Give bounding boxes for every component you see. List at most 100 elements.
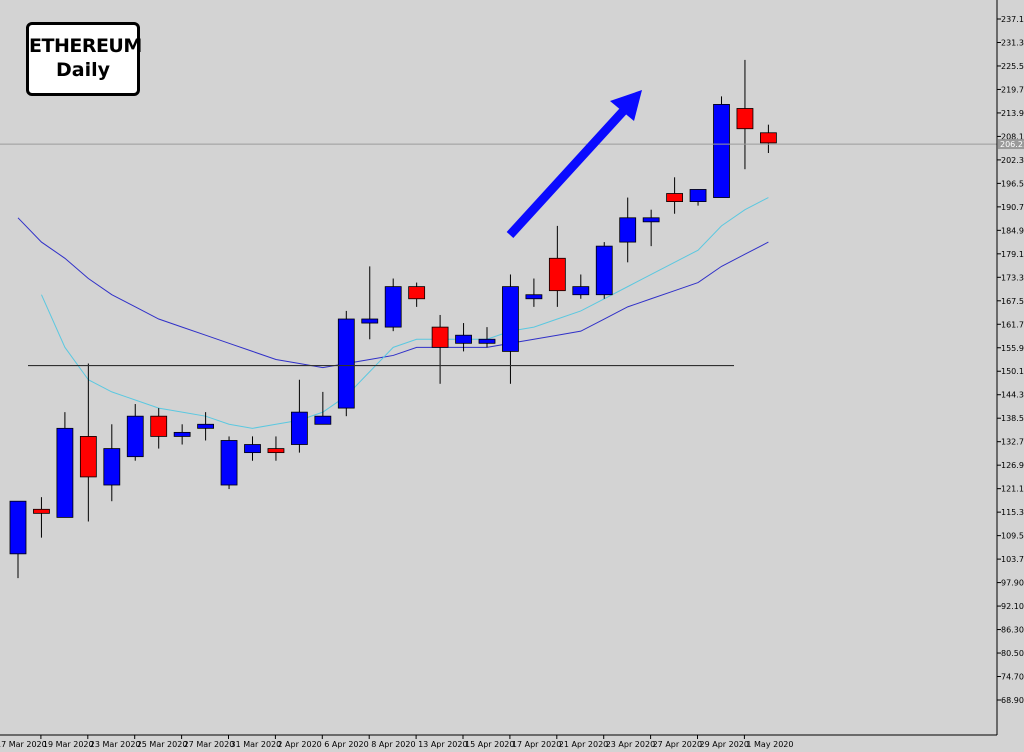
y-tick-label: 121.10 xyxy=(1001,485,1024,494)
y-tick-label: 190.70 xyxy=(1001,203,1024,212)
candle xyxy=(431,314,449,384)
candle xyxy=(384,278,402,332)
y-tick-label: 196.50 xyxy=(1001,179,1024,188)
candle-body xyxy=(713,104,730,198)
candle-body xyxy=(525,294,543,300)
current-price-label: 206.21 xyxy=(1000,140,1024,149)
candle xyxy=(689,189,707,206)
annotations xyxy=(0,90,997,367)
y-tick-label: 144.30 xyxy=(1001,391,1024,400)
y-tick-label: 150.10 xyxy=(1001,367,1024,376)
candle-body xyxy=(384,286,402,328)
candle xyxy=(337,310,355,417)
y-tick-label: 132.70 xyxy=(1001,438,1024,447)
candle xyxy=(267,436,285,461)
candle xyxy=(455,323,472,352)
candle-body xyxy=(337,318,355,409)
candle-body xyxy=(502,286,519,352)
x-tick-label: 1 May 2020 xyxy=(746,740,793,749)
y-tick-label: 92.10 xyxy=(1001,602,1024,611)
candle-body xyxy=(150,415,168,437)
candle-body xyxy=(642,217,660,223)
y-tick-label: 202.30 xyxy=(1001,156,1024,165)
candle xyxy=(736,59,754,170)
moving-averages xyxy=(17,197,769,429)
candle-body xyxy=(197,423,215,429)
trend-arrow-head xyxy=(610,90,642,121)
candle-body xyxy=(173,431,191,437)
instrument-title-box: ETHEREUM Daily xyxy=(26,22,142,96)
y-tick-label: 179.10 xyxy=(1001,250,1024,259)
candle-body xyxy=(33,508,50,514)
candle xyxy=(244,436,261,461)
trend-arrow xyxy=(506,90,642,239)
candle xyxy=(290,379,308,453)
timeframe-label: Daily xyxy=(55,59,110,81)
y-tick-label: 86.30 xyxy=(1001,626,1024,635)
x-tick-label: 29 Apr 2020 xyxy=(700,740,749,749)
candle xyxy=(548,225,566,307)
candle-body xyxy=(455,334,472,344)
candle xyxy=(197,412,215,441)
x-tick-label: 17 Apr 2020 xyxy=(512,740,561,749)
candle xyxy=(314,391,332,425)
candle-body xyxy=(689,189,707,202)
candle-body xyxy=(431,326,449,348)
candle xyxy=(619,197,637,263)
candle xyxy=(9,500,27,579)
candle-body xyxy=(478,338,496,344)
candle xyxy=(173,424,191,445)
x-tick-label: 2 Apr 2020 xyxy=(277,740,321,749)
candle-body xyxy=(595,245,613,296)
candle-body xyxy=(56,427,74,518)
candle xyxy=(595,242,613,299)
candle-body xyxy=(267,448,285,454)
candle xyxy=(572,274,590,299)
y-tick-label: 103.70 xyxy=(1001,555,1024,564)
candle-body xyxy=(619,217,637,243)
candle xyxy=(642,209,660,247)
candle-body xyxy=(408,286,426,300)
x-tick-label: 13 Apr 2020 xyxy=(418,740,467,749)
candle-body xyxy=(290,411,308,445)
y-tick-label: 173.30 xyxy=(1001,273,1024,282)
y-tick-label: 68.90 xyxy=(1001,696,1024,705)
y-tick-label: 167.50 xyxy=(1001,297,1024,306)
candles xyxy=(9,59,777,579)
candle-body xyxy=(666,193,683,202)
y-tick-label: 80.50 xyxy=(1001,649,1024,658)
x-tick-label: 19 Mar 2020 xyxy=(43,740,94,749)
y-tick-label: 109.50 xyxy=(1001,532,1024,541)
candle-body xyxy=(103,448,121,486)
candle xyxy=(103,424,121,502)
candle xyxy=(502,274,519,384)
candle xyxy=(361,266,379,340)
y-tick-label: 115.30 xyxy=(1001,508,1024,517)
x-tick-label: 15 Apr 2020 xyxy=(465,740,514,749)
candle xyxy=(478,327,496,348)
candle-body xyxy=(244,444,261,454)
candle xyxy=(33,497,50,538)
x-tick-label: 6 Apr 2020 xyxy=(324,740,368,749)
candle xyxy=(79,363,97,522)
x-tick-label: 25 Mar 2020 xyxy=(137,740,188,749)
trend-arrow-shaft xyxy=(506,104,630,239)
y-tick-label: 138.50 xyxy=(1001,414,1024,423)
ema-slow-line xyxy=(17,217,769,369)
candle xyxy=(666,177,683,214)
candle-body xyxy=(79,436,97,478)
x-tick-label: 23 Apr 2020 xyxy=(606,740,655,749)
x-tick-label: 27 Mar 2020 xyxy=(184,740,235,749)
candle xyxy=(713,96,730,198)
x-tick-label: 17 Mar 2020 xyxy=(0,740,47,749)
y-tick-label: 219.70 xyxy=(1001,85,1024,94)
y-tick-label: 97.90 xyxy=(1001,579,1024,588)
candle-body xyxy=(361,318,379,324)
y-tick-label: 208.10 xyxy=(1001,132,1024,141)
x-tick-label: 8 Apr 2020 xyxy=(371,740,415,749)
candle xyxy=(56,412,74,518)
candle xyxy=(760,124,777,154)
instrument-name: ETHEREUM xyxy=(29,35,142,57)
